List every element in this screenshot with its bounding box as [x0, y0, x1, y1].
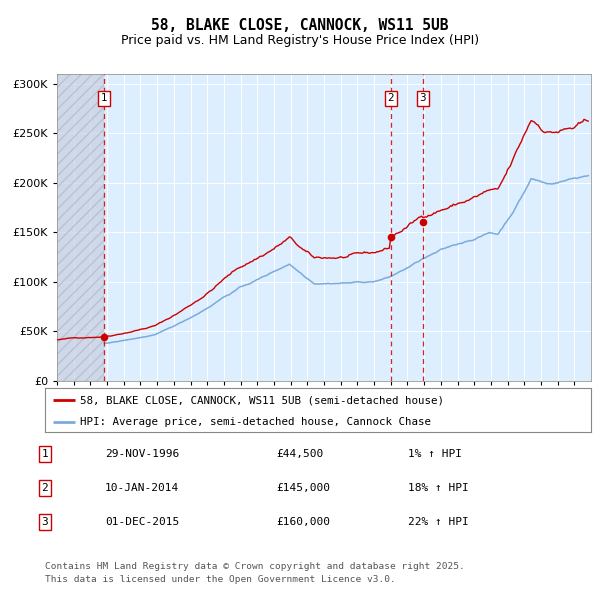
- Text: 1: 1: [41, 449, 49, 458]
- Text: £44,500: £44,500: [276, 449, 323, 458]
- Bar: [57, 74, 104, 381]
- Text: 01-DEC-2015: 01-DEC-2015: [105, 517, 179, 527]
- Text: 3: 3: [41, 517, 49, 527]
- Text: HPI: Average price, semi-detached house, Cannock Chase: HPI: Average price, semi-detached house,…: [80, 417, 431, 427]
- Text: 29-NOV-1996: 29-NOV-1996: [105, 449, 179, 458]
- Text: 10-JAN-2014: 10-JAN-2014: [105, 483, 179, 493]
- Text: £145,000: £145,000: [276, 483, 330, 493]
- Text: 3: 3: [419, 93, 426, 103]
- Text: Price paid vs. HM Land Registry's House Price Index (HPI): Price paid vs. HM Land Registry's House …: [121, 34, 479, 47]
- Text: This data is licensed under the Open Government Licence v3.0.: This data is licensed under the Open Gov…: [45, 575, 396, 584]
- Text: £160,000: £160,000: [276, 517, 330, 527]
- Text: 2: 2: [41, 483, 49, 493]
- Text: 18% ↑ HPI: 18% ↑ HPI: [408, 483, 469, 493]
- Text: Contains HM Land Registry data © Crown copyright and database right 2025.: Contains HM Land Registry data © Crown c…: [45, 562, 465, 571]
- Text: 58, BLAKE CLOSE, CANNOCK, WS11 5UB: 58, BLAKE CLOSE, CANNOCK, WS11 5UB: [151, 18, 449, 32]
- Text: 1: 1: [101, 93, 107, 103]
- Text: 1% ↑ HPI: 1% ↑ HPI: [408, 449, 462, 458]
- Text: 22% ↑ HPI: 22% ↑ HPI: [408, 517, 469, 527]
- Text: 2: 2: [388, 93, 394, 103]
- Text: 58, BLAKE CLOSE, CANNOCK, WS11 5UB (semi-detached house): 58, BLAKE CLOSE, CANNOCK, WS11 5UB (semi…: [80, 395, 445, 405]
